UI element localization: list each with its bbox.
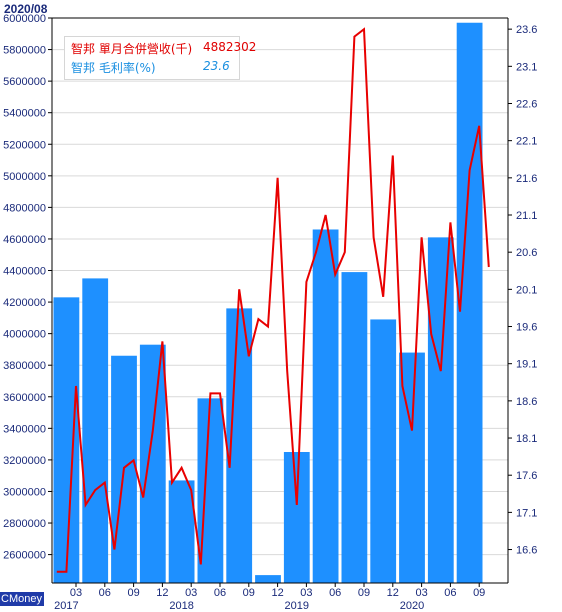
right-tick-label: 19.6 — [516, 322, 537, 334]
left-tick-label: 3000000 — [3, 486, 46, 498]
revenue-bar — [341, 272, 368, 583]
year-label: 2017 — [54, 600, 78, 612]
right-tick-label: 20.6 — [516, 247, 537, 259]
legend-revenue-value: 4882302 — [203, 40, 257, 54]
x-tick-label: 12 — [387, 587, 399, 599]
revenue-bar — [53, 297, 80, 583]
x-tick-label: 03 — [415, 587, 427, 599]
left-tick-label: 5800000 — [3, 45, 46, 57]
left-tick-label: 4400000 — [3, 266, 46, 278]
x-tick-label: 03 — [185, 587, 197, 599]
left-tick-label: 6000000 — [3, 13, 46, 25]
left-tick-label: 2600000 — [3, 550, 46, 562]
left-tick-label: 3600000 — [3, 392, 46, 404]
x-tick-label: 06 — [329, 587, 341, 599]
x-tick-label: 03 — [300, 587, 312, 599]
revenue-bar — [283, 452, 310, 583]
revenue-bar — [427, 237, 454, 583]
left-tick-label: 4600000 — [3, 234, 46, 246]
x-tick-label: 12 — [271, 587, 283, 599]
left-tick-label: 5600000 — [3, 76, 46, 88]
x-tick-label: 09 — [358, 587, 370, 599]
x-tick-label: 06 — [214, 587, 226, 599]
right-tick-label: 22.6 — [516, 98, 537, 110]
left-tick-label: 5200000 — [3, 139, 46, 151]
cmoney-logo: CMoney — [0, 592, 44, 606]
right-tick-label: 22.1 — [516, 136, 537, 148]
right-tick-label: 23.1 — [516, 61, 537, 73]
left-tick-label: 4000000 — [3, 329, 46, 341]
period-label: 2020/08 — [4, 2, 48, 16]
x-tick-label: 06 — [444, 587, 456, 599]
legend-revenue-label: 智邦 單月合併營收(千) — [71, 42, 193, 56]
left-tick-label: 4200000 — [3, 297, 46, 309]
x-tick-label: 06 — [99, 587, 111, 599]
right-tick-label: 23.6 — [516, 24, 537, 36]
legend-margin-value: 23.6 — [203, 59, 230, 73]
right-tick-label: 20.1 — [516, 284, 537, 296]
revenue-bar — [312, 229, 339, 583]
x-tick-label: 09 — [473, 587, 485, 599]
left-tick-label: 4800000 — [3, 202, 46, 214]
x-tick-label: 12 — [156, 587, 168, 599]
left-tick-label: 3400000 — [3, 423, 46, 435]
right-tick-label: 21.1 — [516, 210, 537, 222]
right-tick-label: 16.6 — [516, 545, 537, 557]
left-tick-label: 3800000 — [3, 360, 46, 372]
right-tick-label: 19.1 — [516, 359, 537, 371]
revenue-bar — [82, 278, 109, 583]
year-label: 2020 — [400, 600, 424, 612]
revenue-bar — [255, 575, 281, 583]
legend-margin-label: 智邦 毛利率(%) — [71, 61, 156, 75]
right-tick-label: 18.6 — [516, 396, 537, 408]
legend: 智邦 單月合併營收(千) 4882302 智邦 毛利率(%) 23.6 — [64, 36, 256, 80]
revenue-bar — [139, 344, 166, 583]
x-tick-label: 09 — [127, 587, 139, 599]
x-tick-label: 03 — [70, 587, 82, 599]
revenue-bar — [370, 319, 397, 583]
right-tick-label: 18.1 — [516, 433, 537, 445]
revenue-bar — [168, 480, 195, 583]
gross-margin-line — [56, 27, 490, 573]
right-tick-label: 21.6 — [516, 173, 537, 185]
left-tick-label: 2800000 — [3, 518, 46, 530]
year-label: 2018 — [169, 600, 193, 612]
x-tick-label: 09 — [243, 587, 255, 599]
left-tick-label: 5400000 — [3, 108, 46, 120]
left-tick-label: 5000000 — [3, 171, 46, 183]
year-label: 2019 — [285, 600, 309, 612]
left-tick-label: 3200000 — [3, 455, 46, 467]
right-tick-label: 17.1 — [516, 507, 537, 519]
right-tick-label: 17.6 — [516, 470, 537, 482]
